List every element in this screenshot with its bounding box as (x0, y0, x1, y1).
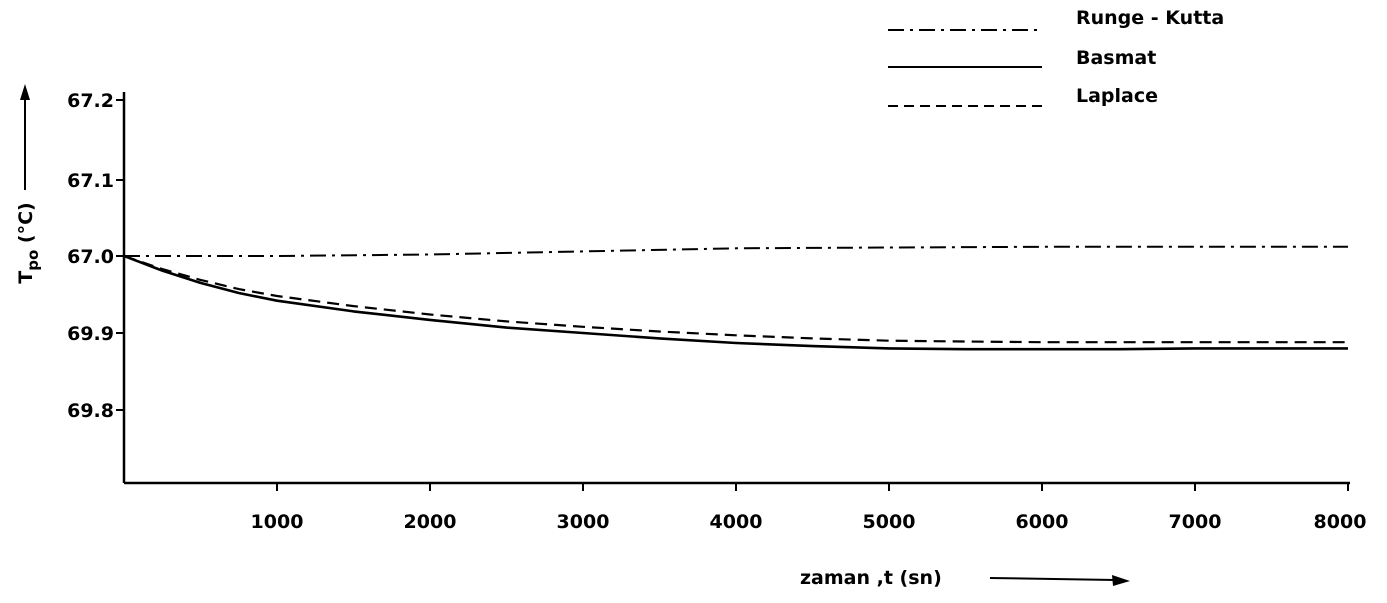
x-axis-arrow-line (989, 577, 1116, 581)
y-axis-label: Tpo (°C) (15, 202, 42, 283)
series-line-laplace (123, 254, 1348, 344)
x-tick-label: 4000 (710, 511, 763, 533)
y-tick-label: 67.2 (67, 90, 114, 112)
y-tick-label: 69.9 (67, 323, 114, 345)
x-tick-label: 2000 (404, 511, 457, 533)
y-axis-label-sub: po (24, 250, 42, 271)
x-tick-label: 7000 (1169, 511, 1222, 533)
y-axis-label-unit: (°C) (15, 202, 37, 243)
x-tick-label: 1000 (251, 511, 304, 533)
legend-label-runge-kutta: Runge - Kutta (1076, 7, 1224, 29)
x-tick-label: 5000 (863, 511, 916, 533)
series-line-basmat (123, 254, 1348, 351)
x-tick-label: 3000 (557, 511, 610, 533)
y-tick-label: 69.8 (67, 400, 114, 422)
x-tick-label: 8000 (1314, 511, 1367, 533)
y-tick-label: 67.1 (67, 170, 114, 192)
x-axis-arrowhead (1112, 575, 1130, 586)
series-layer (123, 245, 1348, 351)
y-axis-label-main: T (15, 271, 37, 284)
x-ticks: 1000 2000 3000 4000 5000 6000 7000 8000 (251, 483, 1367, 533)
y-tick-label: 67.0 (67, 246, 114, 268)
x-axis-label: zaman ,t (sn) (800, 567, 942, 589)
x-tick-label: 6000 (1016, 511, 1069, 533)
y-ticks: 67.2 67.1 67.0 69.9 69.8 (67, 90, 124, 422)
series-line-runge-kutta (124, 245, 1348, 257)
legend-label-laplace: Laplace (1076, 85, 1158, 107)
y-axis-arrowhead (20, 84, 30, 100)
legend-label-basmat: Basmat (1076, 47, 1156, 69)
legend: Runge - Kutta Basmat Laplace (888, 7, 1224, 107)
svg-text:Tpo (°C): Tpo (°C) (15, 202, 42, 283)
